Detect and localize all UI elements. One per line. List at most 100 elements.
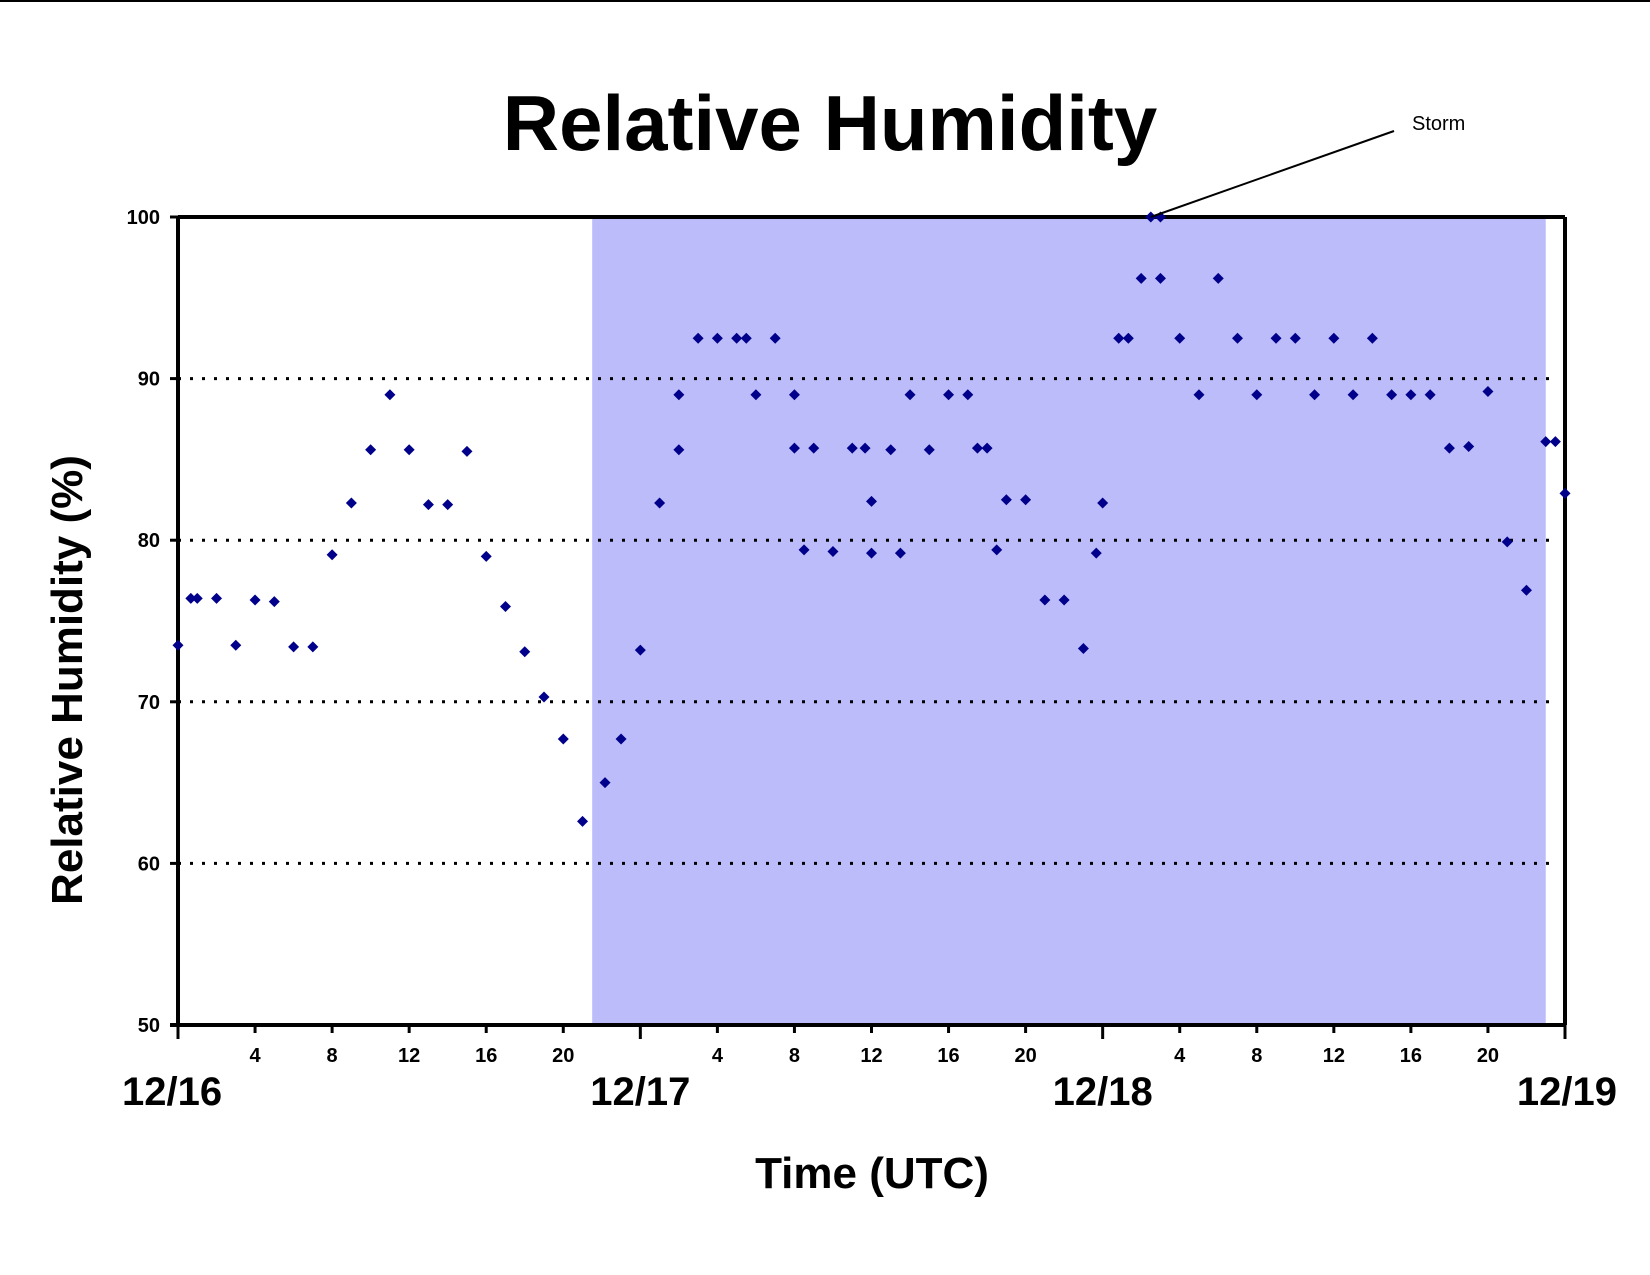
data-point: [788, 442, 800, 454]
data-point: [1212, 272, 1224, 284]
data-point: [191, 592, 203, 604]
data-point: [1232, 332, 1244, 344]
x-tick-label: 8: [789, 1045, 800, 1067]
data-point: [1077, 642, 1089, 654]
data-point: [538, 691, 550, 703]
data-point: [1366, 332, 1378, 344]
tick-labels: 50 60 70 80 90 100 4 8 12 16 20 4 8 12 16 20 4 8 12 16 20 12/…: [122, 207, 1617, 1114]
data-point: [422, 499, 434, 511]
data-point: [1270, 332, 1282, 344]
data-point: [288, 641, 300, 653]
data-point: [740, 332, 752, 344]
data-point: [1154, 272, 1166, 284]
data-point: [365, 444, 377, 456]
x-tick-label: 16: [937, 1045, 959, 1067]
x-tick-label: 12: [860, 1045, 882, 1067]
x-tick-label: 8: [1251, 1045, 1262, 1067]
data-point: [894, 547, 906, 559]
x-tick-label: 4: [1174, 1045, 1186, 1067]
y-tick-label-60: 60: [138, 853, 160, 875]
storm-annotation: Storm: [1150, 113, 1465, 218]
data-point: [1097, 497, 1109, 509]
data-point: [981, 442, 993, 454]
data-point: [499, 600, 511, 612]
data-point: [971, 442, 983, 454]
storm-annotation-leader: [1150, 130, 1395, 218]
data-point: [866, 495, 877, 507]
x-tick-label: 20: [1477, 1045, 1499, 1067]
data-point: [1122, 332, 1134, 344]
data-point: [1113, 332, 1125, 344]
data-point: [1501, 536, 1513, 548]
data-point: [1424, 389, 1436, 401]
data-point: [654, 497, 666, 509]
data-point: [673, 444, 685, 456]
data-point: [673, 389, 685, 401]
data-point: [1039, 594, 1051, 606]
data-point: [788, 389, 800, 401]
x-tick-label: 16: [475, 1045, 497, 1067]
data-point: [461, 445, 473, 457]
data-point: [172, 639, 184, 651]
y-tick-label-50: 50: [138, 1015, 160, 1037]
data-point: [577, 815, 589, 827]
data-point: [384, 389, 396, 401]
axes: [170, 215, 1567, 1039]
x-tick-label: 20: [1014, 1045, 1036, 1067]
data-point: [1443, 442, 1455, 454]
y-tick-label-70: 70: [138, 692, 160, 714]
data-points: [172, 211, 1571, 827]
x-tick-label: 16: [1400, 1045, 1422, 1067]
data-point: [230, 639, 242, 651]
data-point: [750, 389, 762, 401]
data-point: [1328, 332, 1340, 344]
data-point: [1463, 440, 1475, 452]
data-point: [808, 442, 820, 454]
data-point: [1347, 389, 1359, 401]
x-tick-label: 20: [552, 1045, 574, 1067]
data-point: [1058, 594, 1070, 606]
data-point: [403, 444, 415, 456]
x-tick-label: 8: [327, 1045, 338, 1067]
data-point: [268, 596, 280, 608]
data-point: [859, 442, 871, 454]
y-tick-label-80: 80: [138, 530, 160, 552]
data-point: [1405, 389, 1417, 401]
data-point: [1289, 332, 1301, 344]
data-point: [798, 544, 810, 556]
data-point: [904, 389, 916, 401]
data-point: [692, 332, 704, 344]
gridlines: [178, 377, 1555, 865]
shaded-region: [592, 217, 1546, 1025]
storm-annotation-label: Storm: [1412, 113, 1465, 135]
data-point: [1309, 389, 1321, 401]
date-label-12-19: 12/19: [1517, 1070, 1617, 1114]
data-point: [599, 777, 611, 789]
data-point: [1559, 487, 1571, 499]
data-point: [307, 641, 319, 653]
data-point: [1540, 436, 1552, 448]
chart-title: Relative Humidity: [503, 79, 1158, 167]
x-tick-label: 12: [1323, 1045, 1345, 1067]
data-point: [1482, 386, 1494, 398]
data-point: [326, 549, 338, 561]
data-point: [1520, 584, 1532, 596]
data-point: [1000, 494, 1012, 506]
data-point: [1386, 389, 1398, 401]
data-point: [943, 389, 955, 401]
data-point: [480, 550, 492, 562]
date-label-12-18: 12/18: [1053, 1070, 1153, 1114]
data-point: [846, 442, 858, 454]
date-label-12-16: 12/16: [122, 1070, 222, 1114]
y-tick-label-100: 100: [127, 207, 160, 229]
date-label-12-17: 12/17: [590, 1070, 690, 1114]
data-point: [731, 332, 743, 344]
y-axis-label: Relative Humidity (%): [43, 455, 92, 905]
data-point: [1193, 389, 1205, 401]
data-point: [442, 499, 454, 511]
data-point: [885, 444, 897, 456]
storm-period-shading: [592, 217, 1546, 1025]
data-point: [185, 592, 197, 604]
data-point: [519, 646, 531, 658]
